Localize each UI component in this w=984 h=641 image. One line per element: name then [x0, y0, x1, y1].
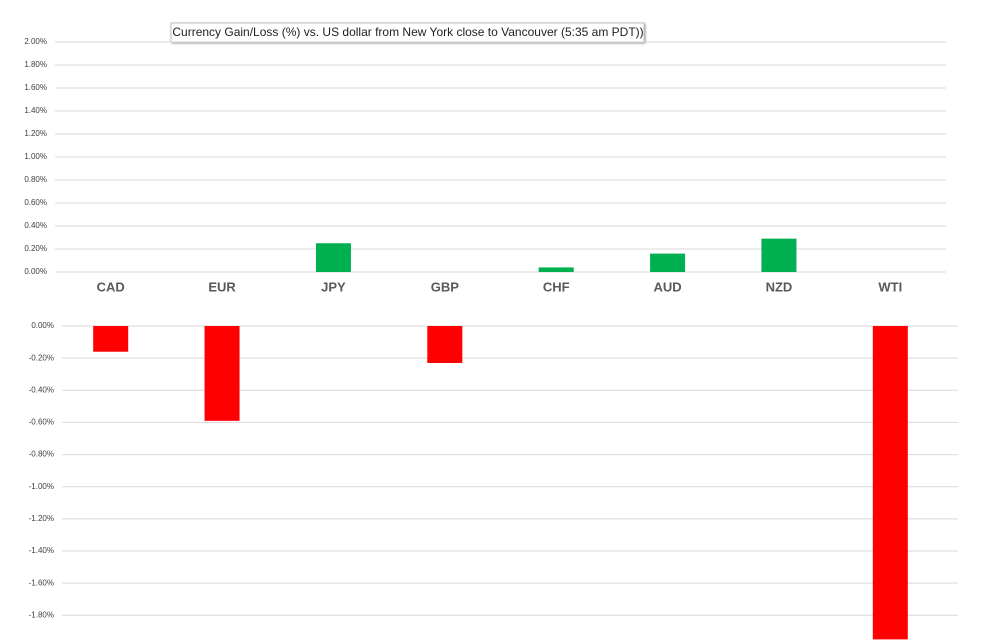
x-tick-label: JPY — [321, 279, 346, 294]
y-tick-label: 2.00% — [24, 37, 47, 46]
x-tick-label: AUD — [653, 279, 681, 294]
y-tick-label: 0.00% — [31, 321, 54, 330]
y-tick-label: -0.60% — [29, 418, 54, 427]
x-tick-label: CHF — [543, 279, 570, 294]
y-tick-label: 1.00% — [24, 152, 47, 161]
y-tick-label: -1.20% — [29, 514, 54, 523]
y-tick-label: 0.60% — [24, 198, 47, 207]
chart-title: Currency Gain/Loss (%) vs. US dollar fro… — [172, 25, 643, 39]
y-tick-label: -0.40% — [29, 385, 54, 394]
bar — [204, 326, 240, 421]
x-tick-label: CAD — [97, 279, 125, 294]
y-tick-label: -1.40% — [29, 546, 54, 555]
y-tick-label: 1.80% — [24, 60, 47, 69]
y-tick-label: 1.60% — [24, 83, 47, 92]
bar — [427, 326, 463, 363]
y-tick-label: 0.40% — [24, 221, 47, 230]
y-tick-label: 0.20% — [24, 244, 47, 253]
x-tick-label: NZD — [766, 279, 793, 294]
bar — [538, 267, 574, 272]
bar — [872, 326, 908, 640]
bar — [93, 326, 129, 352]
y-tick-label: -1.00% — [29, 482, 54, 491]
y-tick-label: 1.20% — [24, 129, 47, 138]
x-tick-label: WTI — [878, 279, 902, 294]
y-tick-label: -0.20% — [29, 353, 54, 362]
y-tick-label: -1.60% — [29, 578, 54, 587]
y-tick-label: -1.80% — [29, 610, 54, 619]
y-tick-label: 0.80% — [24, 175, 47, 184]
bar — [650, 253, 686, 272]
y-tick-label: -0.80% — [29, 450, 54, 459]
y-tick-label: 1.40% — [24, 106, 47, 115]
x-tick-label: GBP — [431, 279, 460, 294]
x-tick-label: EUR — [208, 279, 236, 294]
bar — [315, 243, 351, 272]
bar — [761, 238, 797, 272]
y-tick-label: 0.00% — [24, 267, 47, 276]
